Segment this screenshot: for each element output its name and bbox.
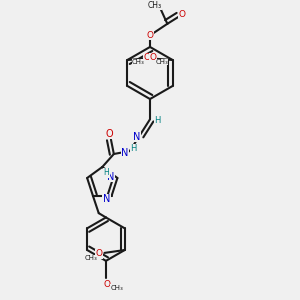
Text: CH₃: CH₃	[132, 59, 145, 65]
Text: O: O	[146, 31, 154, 40]
Text: O: O	[96, 249, 103, 258]
Text: CH₃: CH₃	[84, 255, 97, 261]
Text: H: H	[103, 168, 109, 177]
Text: O: O	[149, 53, 156, 62]
Text: N: N	[133, 132, 140, 142]
Text: O: O	[144, 53, 151, 62]
Text: H: H	[130, 144, 137, 153]
Text: N: N	[103, 194, 110, 204]
Text: CH₃: CH₃	[155, 59, 168, 65]
Text: CH₃: CH₃	[148, 1, 162, 10]
Text: O: O	[106, 129, 113, 139]
Text: CH₃: CH₃	[111, 285, 123, 291]
Text: O: O	[103, 280, 110, 289]
Text: N: N	[107, 172, 115, 182]
Text: H: H	[154, 116, 160, 125]
Text: O: O	[178, 10, 185, 19]
Text: N: N	[122, 148, 129, 158]
